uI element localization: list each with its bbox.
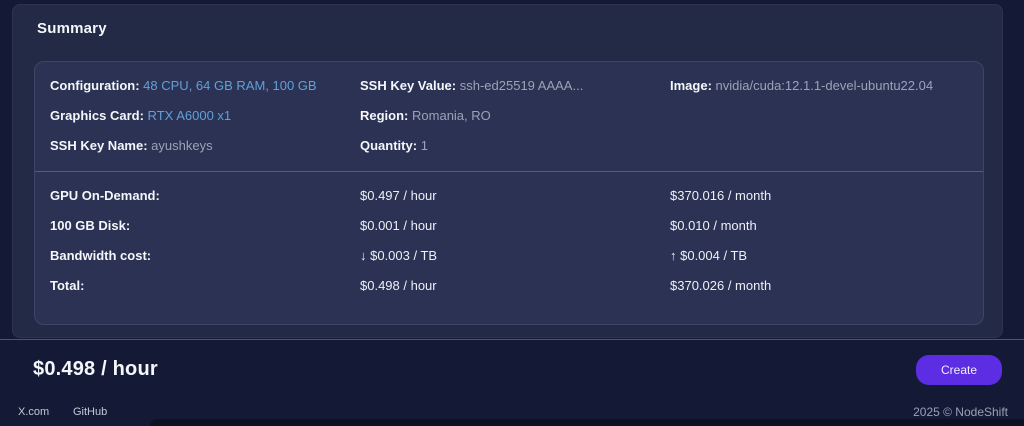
pricing-row-label: Total:: [50, 278, 85, 293]
pricing-row-hourly: $0.001 / hour: [360, 218, 437, 233]
price-bar: $0.498 / hour Create X.com GitHub 2025 ©…: [0, 339, 1024, 426]
config-quantity: Quantity: 1: [360, 131, 670, 161]
config-image-label: Image:: [670, 78, 712, 93]
config-quantity-value: 1: [420, 138, 428, 153]
config-ssh-key-value-value: ssh-ed25519 AAAA...: [459, 78, 584, 93]
footer-link-xcom[interactable]: X.com: [18, 406, 50, 418]
pricing-section: GPU On-Demand: $0.497 / hour $370.016 / …: [35, 172, 983, 311]
config-ssh-key-name-label: SSH Key Name:: [50, 138, 148, 153]
pricing-row-monthly: $0.010 / month: [670, 218, 757, 233]
config-region-label: Region:: [360, 108, 409, 123]
config-region: Region: Romania, RO: [360, 101, 670, 131]
config-graphics-card-value: RTX A6000 x1: [147, 108, 232, 123]
pricing-row-monthly: $370.016 / month: [670, 188, 772, 203]
pricing-row-label: 100 GB Disk:: [50, 218, 131, 233]
config-ssh-key-value: SSH Key Value: ssh-ed25519 AAAA...: [360, 71, 670, 101]
config-section: Configuration: 48 CPU, 64 GB RAM, 100 GB…: [35, 62, 983, 172]
pricing-row-label: Bandwidth cost:: [50, 248, 152, 263]
config-configuration: Configuration: 48 CPU, 64 GB RAM, 100 GB: [50, 71, 360, 101]
config-configuration-label: Configuration:: [50, 78, 140, 93]
config-quantity-label: Quantity:: [360, 138, 418, 153]
summary-card: Configuration: 48 CPU, 64 GB RAM, 100 GB…: [34, 61, 984, 325]
footer-link-github[interactable]: GitHub: [73, 406, 108, 418]
config-region-value: Romania, RO: [412, 108, 491, 123]
price-bar-total: $0.498 / hour: [33, 358, 158, 380]
config-graphics-card: Graphics Card: RTX A6000 x1: [50, 101, 360, 131]
footer-copyright: 2025 © NodeShift: [913, 405, 1008, 419]
summary-panel: Summary Configuration: 48 CPU, 64 GB RAM…: [12, 4, 1003, 338]
pricing-row-inbound: ↓ $0.003 / TB: [360, 248, 438, 263]
config-graphics-card-label: Graphics Card:: [50, 108, 144, 123]
bottom-edge-strip: [150, 419, 1024, 426]
pricing-row-hourly: $0.497 / hour: [360, 188, 437, 203]
pricing-row-label: GPU On-Demand:: [50, 188, 160, 203]
config-ssh-key-value-label: SSH Key Value:: [360, 78, 457, 93]
pricing-total-monthly: $370.026 / month: [670, 278, 772, 293]
config-image: Image: nvidia/cuda:12.1.1-devel-ubuntu22…: [670, 71, 968, 101]
config-ssh-key-name: SSH Key Name: ayushkeys: [50, 131, 360, 161]
config-configuration-value: 48 CPU, 64 GB RAM, 100 GB: [143, 78, 317, 93]
create-button[interactable]: Create: [916, 355, 1002, 385]
pricing-total-hourly: $0.498 / hour: [360, 278, 437, 293]
panel-title: Summary: [37, 20, 107, 37]
config-image-value: nvidia/cuda:12.1.1-devel-ubuntu22.04: [715, 78, 934, 93]
pricing-row-outbound: ↑ $0.004 / TB: [670, 248, 748, 263]
config-ssh-key-name-value: ayushkeys: [151, 138, 213, 153]
